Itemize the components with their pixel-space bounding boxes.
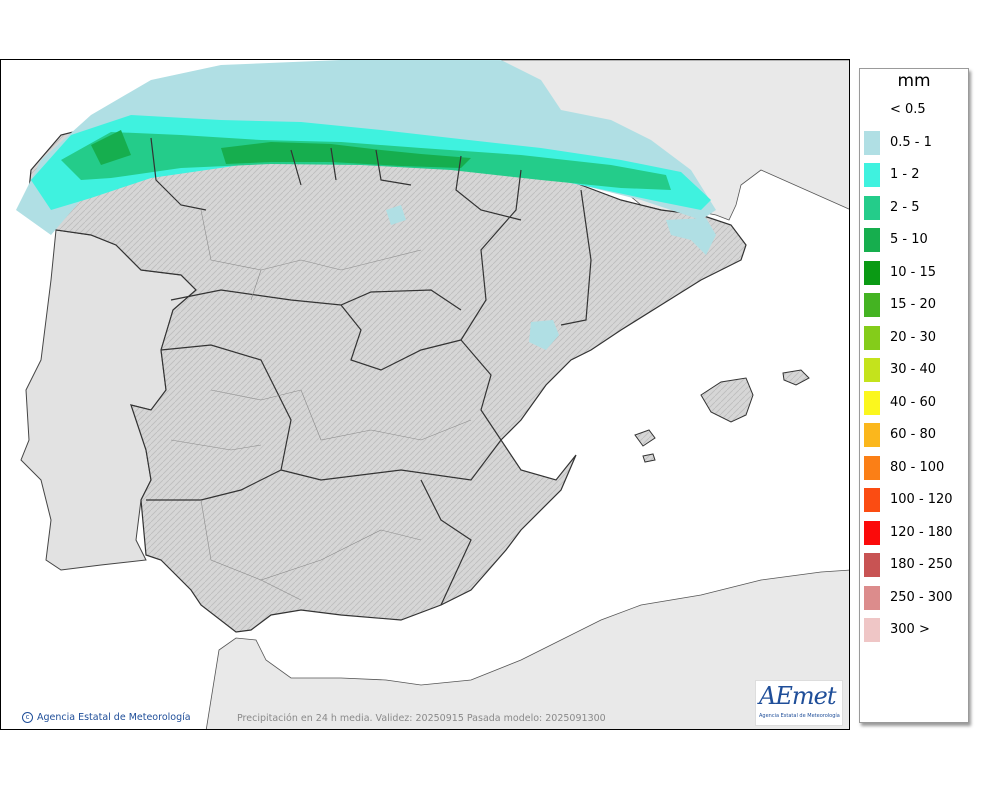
mallorca-island [700, 377, 754, 423]
region-boundaries [146, 137, 592, 606]
legend-swatch [864, 325, 880, 350]
legend-item: 10 - 15 [864, 260, 968, 286]
legend-label: 30 - 40 [890, 362, 937, 377]
legend-label: 180 - 250 [890, 557, 953, 572]
legend-swatch [864, 195, 880, 220]
legend-item: 0.5 - 1 [864, 130, 968, 156]
aemet-logo-word: AEmet [759, 682, 836, 710]
legend-swatch [864, 553, 880, 577]
legend-item: 2 - 5 [864, 195, 968, 221]
legend-label: < 0.5 [890, 102, 926, 117]
precip-patch-pyrenees [666, 218, 716, 255]
precip-patch-aragon [529, 320, 559, 350]
legend-item: 80 - 100 [864, 455, 968, 481]
legend-label: 80 - 100 [890, 459, 945, 475]
legend-label: 120 - 180 [890, 524, 953, 540]
precipitation-legend: mm < 0.5 0.5 - 1 1 - 2 2 - 5 5 - 10 10 - 15 15… [859, 68, 969, 723]
africa-landmass [205, 569, 849, 729]
legend-swatch [864, 390, 880, 415]
legend-swatch [864, 423, 880, 447]
agency-credit-text: Agencia Estatal de Meteorología [37, 712, 191, 723]
legend-item: 5 - 10 [864, 227, 968, 253]
legend-swatch [864, 260, 880, 285]
precipitation-map [0, 59, 850, 730]
precip-band-5-10 [91, 130, 471, 168]
ibiza-island [634, 429, 656, 447]
legend-item: < 0.5 [864, 97, 968, 123]
legend-item: 20 - 30 [864, 325, 968, 351]
aemet-logo-subtitle: Agencia Estatal de Meteorología [759, 713, 840, 719]
legend-swatch [864, 358, 880, 382]
legend-swatch [864, 228, 880, 252]
legend-item: 1 - 2 [864, 162, 968, 188]
agency-credit: c Agencia Estatal de Meteorología [22, 712, 191, 723]
legend-label: 5 - 10 [890, 232, 928, 247]
legend-label: 60 - 80 [890, 427, 937, 442]
legend-item: 300 > [864, 617, 968, 643]
legend-swatch [864, 618, 880, 642]
province-boundaries [170, 209, 472, 601]
legend-label: 100 - 120 [890, 492, 953, 507]
legend-label: 40 - 60 [890, 394, 937, 410]
legend-swatch [864, 455, 880, 480]
legend-label: 20 - 30 [890, 329, 937, 345]
legend-label: 0.5 - 1 [890, 134, 932, 150]
legend-swatch [864, 293, 880, 317]
map-canvas [16, 60, 849, 729]
precipitation-overlay [16, 60, 716, 350]
legend-unit-label: mm [897, 71, 931, 91]
legend-swatch [864, 488, 880, 512]
copyright-icon: c [22, 712, 33, 723]
legend-label: 2 - 5 [890, 199, 920, 215]
legend-swatch [864, 130, 880, 155]
aemet-logo: AEmet Agencia Estatal de Meteorología [755, 680, 843, 726]
legend-item: 40 - 60 [864, 390, 968, 416]
legend-item: 30 - 40 [864, 357, 968, 383]
precip-patch-basque [386, 205, 406, 225]
legend-label: 300 > [890, 622, 930, 637]
legend-item: 250 - 300 [864, 585, 968, 611]
legend-swatch [864, 585, 880, 610]
legend-item: 120 - 180 [864, 520, 968, 546]
legend-item: 15 - 20 [864, 292, 968, 318]
map-caption: Precipitación en 24 h media. Validez: 20… [237, 713, 606, 724]
menorca-island [782, 369, 810, 386]
legend-swatch [864, 163, 880, 187]
legend-label: 250 - 300 [890, 589, 953, 605]
legend-label: 10 - 15 [890, 264, 937, 280]
legend-item: 60 - 80 [864, 422, 968, 448]
legend-swatch [864, 520, 880, 545]
legend-item: 180 - 250 [864, 552, 968, 578]
formentera-island [642, 453, 656, 463]
legend-label: 15 - 20 [890, 297, 937, 312]
legend-label: 1 - 2 [890, 167, 920, 182]
legend-item: 100 - 120 [864, 487, 968, 513]
